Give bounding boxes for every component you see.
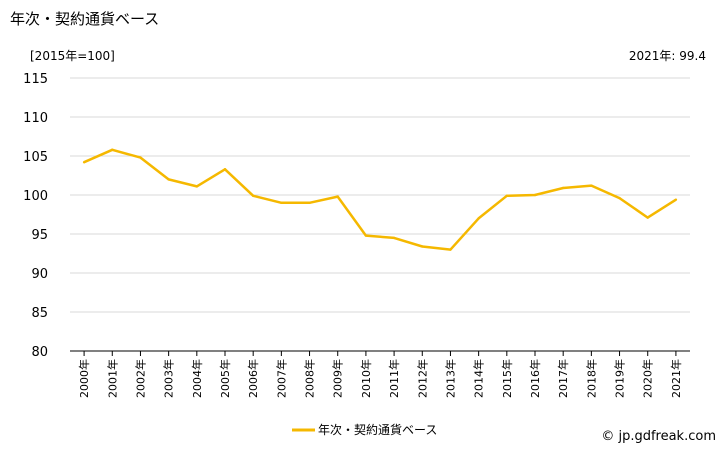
grid-lines	[70, 77, 690, 352]
unit-label: [2015年=100]	[30, 49, 115, 63]
x-tick-label: 2020年	[641, 359, 655, 398]
chart-title: 年次・契約通貨ベース	[10, 10, 160, 28]
data-point	[167, 178, 170, 181]
x-tick-label: 2013年	[443, 359, 457, 398]
x-tick-label: 2007年	[274, 359, 288, 398]
latest-value-label: 2021年: 99.4	[628, 49, 706, 63]
data-point	[477, 217, 480, 220]
data-point	[646, 216, 649, 219]
y-tick-label: 100	[23, 189, 48, 204]
data-point	[336, 195, 339, 198]
x-tick-label: 2003年	[162, 359, 176, 398]
x-tick-label: 2008年	[303, 359, 317, 398]
y-tick-label: 110	[23, 111, 48, 126]
data-point	[590, 184, 593, 187]
data-point	[618, 196, 621, 200]
x-tick-label: 2021年	[669, 359, 683, 398]
data-point	[251, 194, 255, 197]
data-point	[533, 193, 537, 197]
data-point	[195, 185, 199, 188]
source-credit[interactable]: © jp.gdfreak.com	[601, 429, 716, 444]
x-tick-label: 2011年	[387, 359, 401, 398]
y-tick-label: 95	[31, 228, 48, 243]
x-tick-label: 2005年	[218, 359, 232, 398]
data-point	[111, 148, 114, 151]
x-tick-label: 2009年	[331, 359, 345, 398]
data-point	[505, 194, 509, 197]
data-point	[139, 156, 142, 159]
data-point	[223, 168, 227, 171]
x-tick-label: 2019年	[613, 359, 627, 398]
y-tick-label: 105	[23, 150, 48, 165]
data-point	[674, 198, 678, 201]
data-point	[82, 161, 86, 164]
x-tick-label: 2004年	[190, 359, 204, 398]
data-point	[308, 201, 311, 204]
data-point	[392, 236, 396, 240]
x-axis: 2000年 2001年 2002年 2003年 2004年 2005年 2006年 2007年…	[77, 351, 683, 398]
x-tick-label: 2012年	[415, 359, 429, 398]
legend-label: 年次・契約通貨ベース	[318, 422, 437, 437]
series-line	[83, 148, 677, 251]
x-tick-label: 2015年	[500, 359, 514, 398]
x-tick-label: 2014年	[472, 359, 486, 398]
x-tick-label: 2001年	[105, 359, 119, 398]
y-tick-labels: 80 85 90 95 100 105 110 115	[23, 72, 48, 360]
data-point	[561, 186, 565, 190]
data-point	[364, 234, 368, 237]
x-tick-label: 2017年	[556, 359, 570, 398]
y-tick-label: 80	[31, 345, 48, 360]
data-point	[449, 248, 452, 251]
x-tick-label: 2002年	[133, 359, 147, 398]
series-layer	[82, 148, 678, 251]
x-tick-label: 2016年	[528, 359, 542, 398]
x-tick-label: 2018年	[584, 359, 598, 398]
legend: 年次・契約通貨ベース	[292, 422, 437, 437]
data-point	[421, 245, 424, 248]
x-tick-label: 2010年	[359, 359, 373, 398]
x-tick-label: 2006年	[246, 359, 260, 398]
y-tick-label: 90	[31, 267, 48, 282]
data-point	[280, 201, 283, 204]
y-tick-label: 85	[31, 306, 48, 321]
y-tick-label: 115	[23, 72, 48, 87]
x-tick-label: 2000年	[77, 359, 91, 398]
